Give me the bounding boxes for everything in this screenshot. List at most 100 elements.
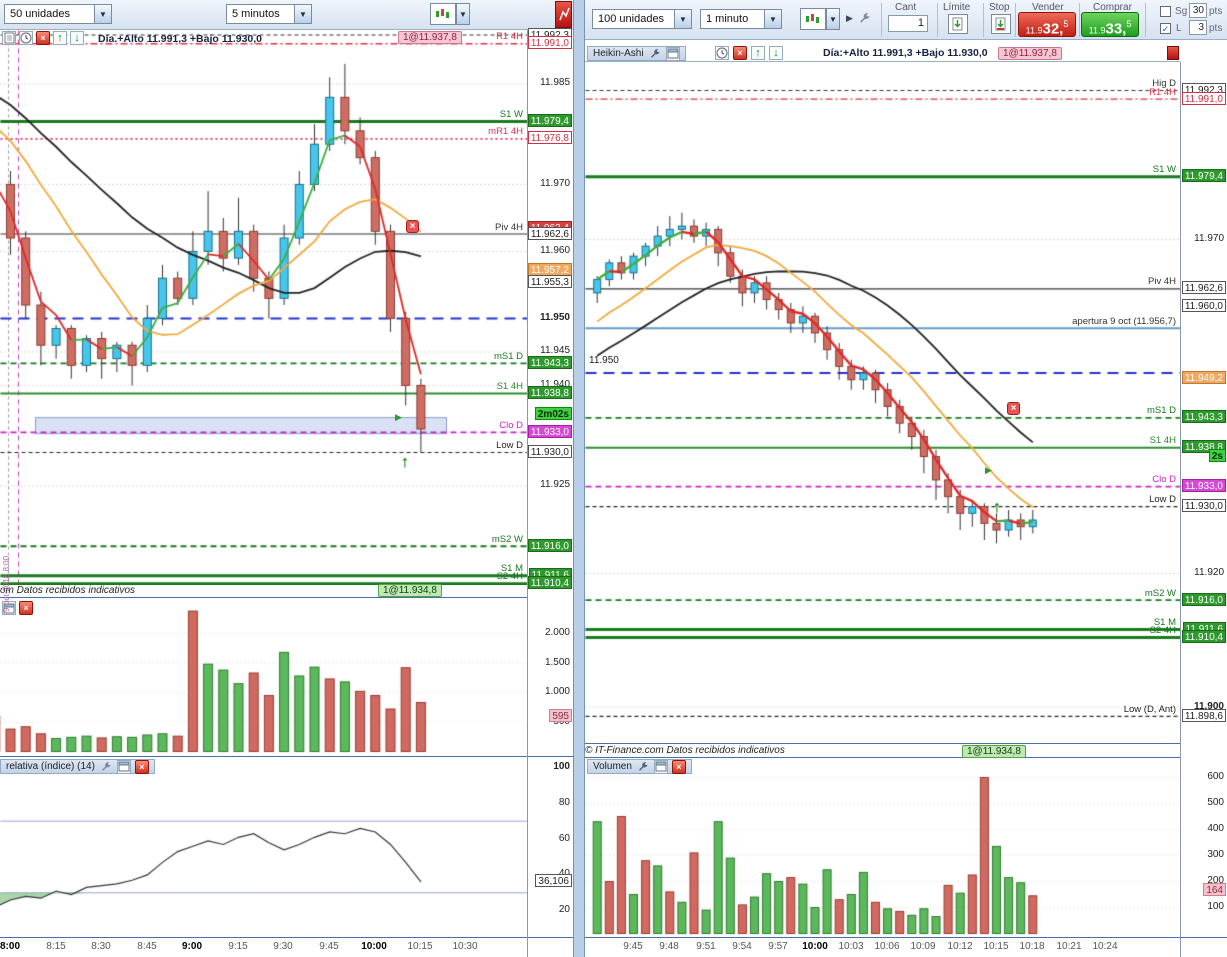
- price-axis-label: 11.955,3: [527, 275, 572, 288]
- left-volume-canvas[interactable]: [0, 599, 527, 755]
- detach-chart-button[interactable]: [1167, 46, 1179, 60]
- price-axis-label: 11.949,2: [1181, 371, 1226, 384]
- price-axis-label: 11.945: [538, 344, 572, 357]
- day-high-low-info: Día:+Alto 11.991,3 +Bajo 11.930,0: [823, 47, 988, 59]
- chevron-down-icon[interactable]: ▼: [674, 10, 691, 28]
- limit-points-input[interactable]: 3: [1189, 20, 1207, 35]
- panel-splitter[interactable]: [573, 0, 585, 957]
- down-arrow-icon[interactable]: ↓: [70, 31, 84, 45]
- close-icon[interactable]: ×: [134, 759, 149, 774]
- window-icon[interactable]: [653, 759, 668, 774]
- position-badge: 1@11.937,8: [398, 31, 462, 44]
- up-arrow-icon[interactable]: ↑: [53, 31, 67, 45]
- wrench-icon[interactable]: [648, 47, 662, 61]
- wrench-icon[interactable]: [99, 760, 113, 774]
- close-icon[interactable]: ×: [733, 46, 747, 60]
- left-rsi-canvas[interactable]: [0, 757, 527, 936]
- right-volume-canvas[interactable]: [585, 775, 1180, 937]
- price-axis-label: 300: [1205, 848, 1226, 861]
- volume-chip: Volumen ×: [587, 759, 692, 774]
- time-axis-label: 10:15: [983, 941, 1009, 952]
- chevron-down-icon[interactable]: ▼: [94, 5, 111, 23]
- time-axis-label: 10:18: [1019, 941, 1045, 952]
- buy-button[interactable]: 11.933,5: [1081, 12, 1139, 37]
- detach-chart-button[interactable]: [555, 1, 572, 28]
- close-icon[interactable]: ×: [36, 31, 50, 45]
- chart-type-button[interactable]: [430, 3, 456, 25]
- chevron-down-icon[interactable]: ▼: [294, 5, 311, 23]
- price-axis-label: 36,106: [535, 874, 572, 887]
- checkbox-check-icon: ✓: [1161, 24, 1170, 34]
- wrench-icon[interactable]: [636, 760, 650, 774]
- sell-price-main: 32,: [1042, 20, 1064, 38]
- right-toolbar: 100 unidades ▼ 1 minuto ▼ ▼ ▶ Cant 1 Lím…: [585, 0, 1227, 40]
- price-axis-label: 11.920: [1192, 566, 1226, 579]
- chart-type-dropdown-arrow[interactable]: ▼: [826, 8, 840, 30]
- indicator-chip: Heikin-Ashi: [587, 46, 686, 61]
- print-icon[interactable]: [2, 31, 16, 45]
- pane-divider: [0, 937, 573, 938]
- right-main-chart-canvas[interactable]: [585, 62, 1180, 743]
- right-chart-header: Heikin-Ashi × ↑ ↓ Día:+Alto 11.991,3 +Ba…: [585, 45, 1180, 62]
- stop-loss-points-input[interactable]: 30: [1189, 3, 1207, 18]
- axis-border: [1180, 62, 1181, 957]
- time-axis-label: 9:54: [732, 941, 752, 952]
- price-axis-label: 2s: [1208, 449, 1226, 462]
- units-select-value: 50 unidades: [10, 8, 70, 20]
- price-axis-label: 11.910,4: [1181, 630, 1226, 643]
- price-line-icon: [558, 7, 570, 20]
- units-select[interactable]: 50 unidades ▼: [4, 4, 112, 24]
- limit-units: pts: [1209, 23, 1223, 34]
- limit-checkbox[interactable]: ✓: [1160, 23, 1171, 34]
- time-axis-label: 8:15: [46, 941, 66, 952]
- chart-style-label: Heikin-Ashi: [593, 48, 644, 59]
- timeframe-select[interactable]: 1 minuto ▼: [700, 9, 782, 29]
- price-axis-label: 11.962,6: [527, 227, 572, 240]
- down-arrow-icon[interactable]: ↓: [769, 46, 783, 60]
- price-axis-label: 100: [551, 760, 572, 773]
- price-axis-label: 11.970: [538, 177, 572, 190]
- alarm-icon[interactable]: [715, 46, 729, 60]
- volume-label: Volumen: [593, 761, 632, 772]
- limit-label: L: [1176, 23, 1182, 34]
- session-start-label: 9-oct-2018 8:00: [2, 555, 11, 612]
- rsi-indicator-header: relativa (índice) (14) ×: [0, 759, 155, 774]
- price-axis-label: 11.970: [1192, 232, 1226, 245]
- wrench-icon[interactable]: [857, 11, 871, 25]
- pane-divider[interactable]: [0, 756, 573, 757]
- stop-order-button[interactable]: [991, 14, 1011, 34]
- price-axis-label: 11.985: [538, 76, 572, 89]
- timeframe-select[interactable]: 5 minutos ▼: [226, 4, 312, 24]
- time-axis-label: 9:48: [659, 941, 679, 952]
- chevron-down-icon[interactable]: ▼: [764, 10, 781, 28]
- alarm-icon[interactable]: [19, 31, 33, 45]
- quantity-input[interactable]: 1: [888, 15, 928, 32]
- left-price-axis[interactable]: 11.992,311.991,011.98511.979,411.976,811…: [527, 28, 573, 589]
- left-main-chart-canvas[interactable]: [0, 30, 527, 585]
- left-time-axis[interactable]: 8:00 8:15 8:30 8:45 9:00 9:15 9:30 9:45 10:00 10:…: [0, 938, 573, 956]
- chart-type-dropdown-arrow[interactable]: ▼: [456, 3, 470, 25]
- price-axis-label: 400: [1205, 822, 1226, 835]
- right-price-axis[interactable]: 11.992,3 11.991,0 11.979,4 11.970 11.962,6 11…: [1180, 62, 1227, 743]
- right-time-axis[interactable]: 9:45 9:48 9:51 9:54 9:57 10:00 10:03 10:06 10:09…: [585, 938, 1227, 956]
- up-arrow-icon[interactable]: ↑: [751, 46, 765, 60]
- candlestick-icon: [806, 14, 819, 23]
- sell-button[interactable]: 11.932,5: [1018, 12, 1076, 37]
- stop-loss-checkbox[interactable]: [1160, 6, 1171, 17]
- day-high-low-info: Día.+Alto 11.991,3 +Bajo 11.930,0: [98, 33, 263, 45]
- window-icon[interactable]: [2, 601, 16, 615]
- chart-type-button[interactable]: [800, 8, 826, 30]
- units-select[interactable]: 100 unidades ▼: [592, 9, 692, 29]
- sell-label: Vender: [1032, 2, 1064, 13]
- time-axis-label: 9:57: [768, 941, 788, 952]
- column-divider: [983, 3, 984, 37]
- window-icon[interactable]: [116, 759, 131, 774]
- window-icon[interactable]: [665, 46, 680, 61]
- time-axis-label: 8:45: [137, 941, 157, 952]
- price-axis-label: 1.500: [542, 656, 572, 669]
- close-icon[interactable]: ×: [671, 759, 686, 774]
- price-axis-label: 60: [556, 832, 572, 845]
- close-icon[interactable]: ×: [19, 601, 33, 615]
- limit-order-button[interactable]: [948, 14, 968, 34]
- expand-order-panel-icon[interactable]: ▶: [846, 13, 853, 23]
